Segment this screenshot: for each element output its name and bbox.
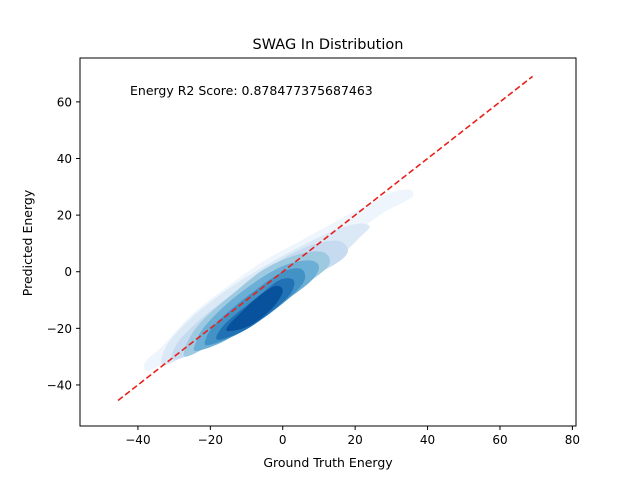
y-axis-label: Predicted Energy: [20, 189, 35, 296]
x-tick-label: 40: [420, 433, 435, 447]
x-tick-label: 20: [348, 433, 363, 447]
density-contour-level-8: [226, 285, 283, 332]
y-tick-label: 60: [57, 95, 72, 109]
plot-frame: [79, 57, 577, 427]
y-tick-label: −20: [47, 322, 72, 336]
x-tick-label: −20: [198, 433, 223, 447]
y-tick-label: 40: [57, 152, 72, 166]
x-tick-label: 60: [492, 433, 507, 447]
y-tick-label: −40: [47, 378, 72, 392]
y-tick-label: 20: [57, 209, 72, 223]
chart-title: SWAG In Distribution: [253, 37, 404, 53]
x-tick-label: 80: [565, 433, 580, 447]
y-tick-label: 0: [64, 265, 72, 279]
x-tick-label: 0: [279, 433, 287, 447]
reference-line-group: [117, 75, 534, 402]
axes-group: −40 −20 0 20 40 60 80 −40 −20 0 20 40 60: [47, 57, 580, 447]
x-tick-label: −40: [125, 433, 150, 447]
r2-annotation: Energy R2 Score: 0.878477375687463: [130, 83, 373, 98]
density-contours: [144, 189, 414, 371]
reference-line: [117, 75, 534, 402]
x-axis-label: Ground Truth Energy: [263, 455, 393, 470]
